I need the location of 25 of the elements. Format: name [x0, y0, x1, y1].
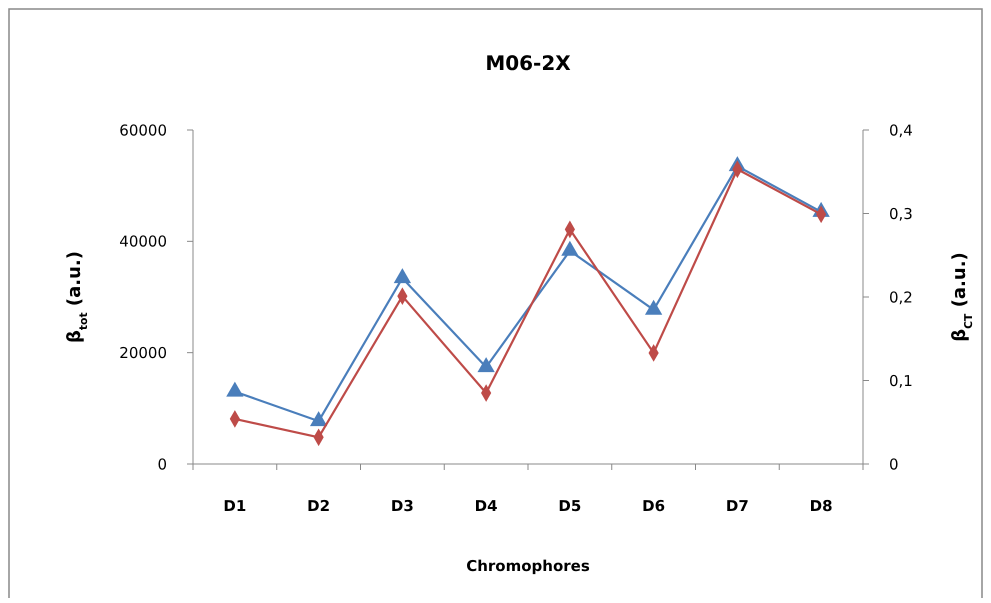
x-tick-label: D6	[642, 497, 666, 515]
point	[561, 240, 579, 256]
y-tick-label: 60000	[119, 121, 167, 140]
y-tick-label: 40000	[119, 232, 167, 251]
y2-tick-label: 0	[889, 455, 899, 474]
y-tick-label: 0	[157, 455, 167, 474]
point	[477, 357, 495, 372]
x-tick-label: D5	[558, 497, 582, 515]
x-axis-title: Chromophores	[466, 557, 590, 575]
chart-title: M06-2X	[485, 51, 572, 75]
y2-tick-label: 0,1	[889, 372, 913, 390]
point	[644, 300, 662, 315]
x-tick-label: D8	[810, 497, 833, 515]
y2-tick-label: 0,2	[889, 288, 913, 306]
x-tick-label: D7	[726, 497, 749, 515]
x-tick-label: D1	[223, 497, 246, 515]
y2-tick-label: 0,3	[889, 204, 913, 223]
x-tick-label: D4	[474, 497, 498, 515]
y-tick-label: 20000	[119, 344, 167, 362]
x-tick-label: D2	[307, 497, 330, 515]
point	[394, 268, 412, 284]
x-tick-label: D3	[390, 497, 414, 515]
point	[310, 411, 328, 426]
y2-tick-label: 0,4	[889, 121, 913, 140]
point	[226, 382, 244, 397]
